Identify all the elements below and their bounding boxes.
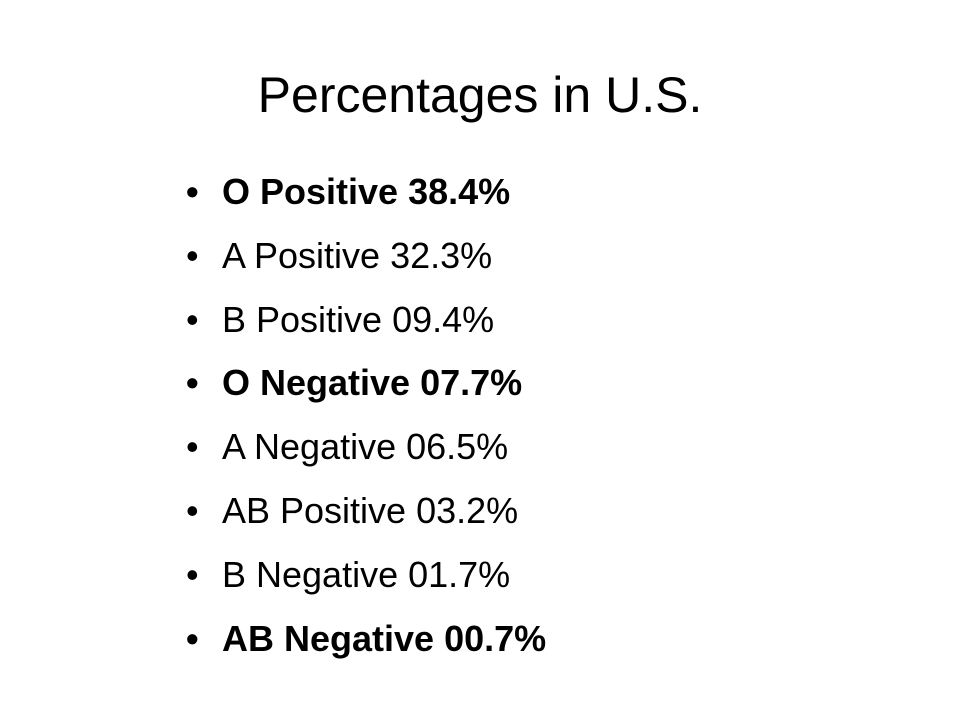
bullet-item: AB Positive 03.2% — [186, 479, 546, 543]
bullet-item: O Positive 38.4% — [186, 160, 546, 224]
slide-title: Percentages in U.S. — [257, 67, 703, 123]
bullet-item: A Negative 06.5% — [186, 415, 546, 479]
bullet-item: A Positive 32.3% — [186, 224, 546, 288]
bullet-item: O Negative 07.7% — [186, 351, 546, 415]
bullet-item: B Negative 01.7% — [186, 543, 546, 607]
bullet-list: O Positive 38.4% A Positive 32.3% B Posi… — [186, 160, 546, 670]
bullet-item: B Positive 09.4% — [186, 288, 546, 352]
bullet-item: AB Negative 00.7% — [186, 607, 546, 671]
